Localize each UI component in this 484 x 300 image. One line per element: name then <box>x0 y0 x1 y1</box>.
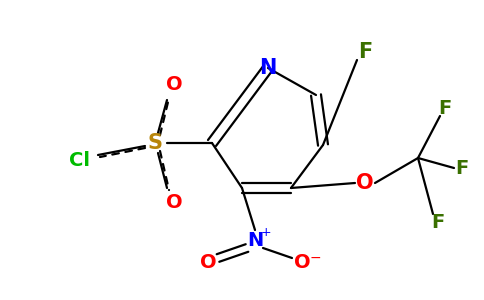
Text: Cl: Cl <box>70 151 91 169</box>
Text: O: O <box>294 254 310 272</box>
Text: −: − <box>309 251 321 265</box>
Text: F: F <box>455 158 469 178</box>
Text: O: O <box>166 194 182 212</box>
Text: N: N <box>247 230 263 250</box>
Text: O: O <box>166 76 182 94</box>
Text: F: F <box>439 98 452 118</box>
Text: F: F <box>431 212 445 232</box>
Text: +: + <box>261 226 272 239</box>
Text: F: F <box>358 42 372 62</box>
Text: O: O <box>200 254 216 272</box>
Text: S: S <box>148 133 163 153</box>
Text: N: N <box>259 58 277 78</box>
Text: O: O <box>356 173 374 193</box>
